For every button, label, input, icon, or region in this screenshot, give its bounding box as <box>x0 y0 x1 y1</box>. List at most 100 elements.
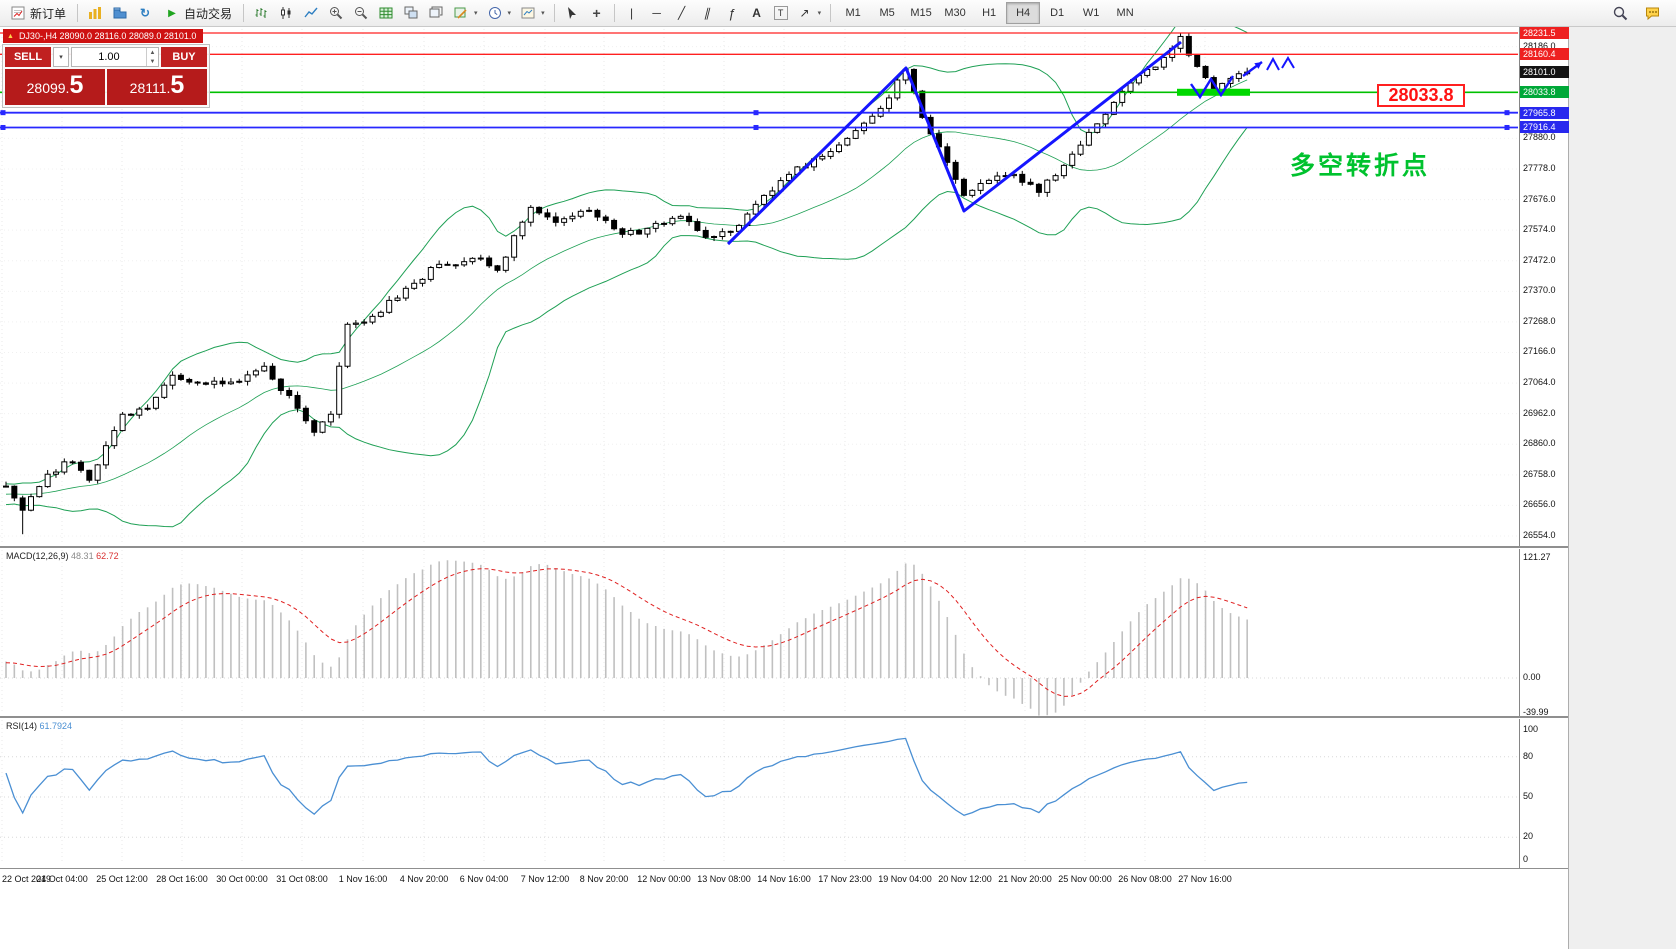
crosshair-button[interactable]: + <box>585 2 609 24</box>
cursor-button[interactable] <box>560 2 584 24</box>
cascade-windows-icon <box>428 6 444 21</box>
timeframe-d1[interactable]: D1 <box>1050 7 1065 19</box>
profiles-icon <box>112 6 128 21</box>
macd-value-main: 48.31 <box>71 551 94 561</box>
tile-windows-button[interactable] <box>399 2 423 24</box>
new-chart-button[interactable] <box>83 2 107 24</box>
timeframe-toolbar: M1 M5 M15 M30 H1 H4 D1 W1 MN <box>836 2 1142 24</box>
line-handle[interactable] <box>0 124 6 130</box>
objects-button[interactable]: ▾ <box>449 2 482 24</box>
axis-tick: 27676.0 <box>1523 193 1556 204</box>
text-tool-button[interactable]: A <box>745 2 769 24</box>
sell-price: 28099. <box>26 80 70 96</box>
line-handle[interactable] <box>0 110 6 116</box>
buy-price: 28111. <box>129 80 171 96</box>
macd-name: MACD(12,26,9) <box>6 551 69 561</box>
sell-button[interactable]: 28099. 5 <box>5 69 105 105</box>
axis-tick: 50 <box>1523 791 1534 801</box>
candles-layer <box>3 32 1251 535</box>
candlestick-chart-icon <box>278 6 294 21</box>
line-handle[interactable] <box>1504 110 1510 116</box>
line-handle[interactable] <box>753 124 759 130</box>
scribble-trendline[interactable] <box>1190 75 1235 100</box>
time-axis-label: 19 Nov 04:00 <box>878 874 932 884</box>
axis-tick: 26860.0 <box>1523 438 1556 449</box>
zoom-out-icon <box>353 6 369 21</box>
horizontal-line-tool-button[interactable]: ─ <box>645 2 669 24</box>
candlestick-chart-button[interactable] <box>274 2 298 24</box>
trendline-tool-button[interactable]: ╱ <box>670 2 694 24</box>
price-chip: 27916.4 <box>1520 121 1569 134</box>
axis-tick: 28186.0 <box>1523 40 1556 51</box>
periods-clock-button[interactable]: ▾ <box>483 2 516 24</box>
axis-tick: -39.99 <box>1523 707 1549 717</box>
zoom-in-icon <box>328 6 344 21</box>
buy-button[interactable]: 28111. 5 <box>107 69 207 105</box>
panel-separator[interactable] <box>0 546 1568 549</box>
timeframe-m15[interactable]: M15 <box>910 7 932 19</box>
buy-mode-button[interactable]: BUY <box>161 47 207 67</box>
arrows-tool-button[interactable]: ↗ ▾ <box>793 2 826 24</box>
line-chart-button[interactable] <box>299 2 323 24</box>
time-axis-label: 30 Oct 00:00 <box>216 874 268 884</box>
chart-ohlc-bar: ▲ DJ30-,H4 28090.0 28116.0 28089.0 28101… <box>3 29 204 43</box>
toolbar-separator <box>830 4 832 22</box>
price-scale[interactable]: 28186.0 27880.0 27778.0 27676.0 27574.0 27472… <box>1519 27 1569 890</box>
symbols-grid-button[interactable] <box>374 2 398 24</box>
time-axis-label: 4 Nov 20:00 <box>399 874 449 884</box>
bar-chart-button[interactable] <box>249 2 273 24</box>
time-axis-label: 21 Nov 20:00 <box>998 874 1052 884</box>
price-level-label[interactable]: 28033.8 <box>1377 84 1465 107</box>
profiles-button[interactable] <box>108 2 132 24</box>
caret-mark[interactable] <box>1281 56 1295 69</box>
timeframe-m5[interactable]: M5 <box>879 7 895 19</box>
channel-tool-button[interactable]: ∥ <box>695 2 719 24</box>
sell-mode-button[interactable]: SELL <box>5 47 51 67</box>
time-scale[interactable]: 22 Oct 2019 24 Oct 04:00 25 Oct 12:00 28 Oc… <box>0 868 1568 949</box>
axis-tick: 27472.0 <box>1523 254 1556 265</box>
timeframe-m1[interactable]: M1 <box>845 7 861 19</box>
line-handle[interactable] <box>1504 124 1510 130</box>
axis-tick: 121.27 <box>1523 552 1551 562</box>
timeframe-m30[interactable]: M30 <box>944 7 966 19</box>
time-axis-label: 14 Nov 16:00 <box>757 874 811 884</box>
refresh-button[interactable]: ↻ <box>133 2 157 24</box>
annotation-text[interactable]: 多空转折点 <box>1290 152 1431 180</box>
clock-icon <box>487 6 503 21</box>
search-button[interactable] <box>1608 2 1632 24</box>
price-chart-canvas[interactable] <box>0 27 1519 890</box>
fibonacci-tool-button[interactable]: ƒ <box>720 2 744 24</box>
autotrading-button[interactable]: ▶ 自动交易 <box>158 2 238 24</box>
axis-tick: 26758.0 <box>1523 468 1556 479</box>
zoom-out-button[interactable] <box>349 2 373 24</box>
new-order-label: 新订单 <box>30 6 67 21</box>
order-type-dropdown[interactable]: ▾ <box>53 47 69 67</box>
label-tool-button[interactable]: T <box>770 2 792 24</box>
symbols-grid-icon <box>378 6 394 21</box>
price-chip: 28033.8 <box>1520 86 1569 99</box>
new-order-button[interactable]: 新订单 <box>4 2 72 24</box>
axis-tick: 27064.0 <box>1523 377 1556 388</box>
vertical-line-tool-button[interactable]: | <box>620 2 644 24</box>
chat-button[interactable] <box>1640 2 1664 24</box>
volume-input[interactable] <box>72 48 146 66</box>
line-handle[interactable] <box>753 110 759 116</box>
templates-button[interactable]: ▾ <box>516 2 549 24</box>
macd-indicator-label: MACD(12,26,9) 48.31 62.72 <box>6 551 119 561</box>
zigzag-trendline[interactable] <box>726 40 1182 246</box>
zoom-in-button[interactable] <box>324 2 348 24</box>
cascade-windows-button[interactable] <box>424 2 448 24</box>
timeframe-h4[interactable]: H4 <box>1006 2 1041 24</box>
timeframe-mn[interactable]: MN <box>1116 7 1134 19</box>
timeframe-w1[interactable]: W1 <box>1082 7 1100 19</box>
arrows-icon: ↗ <box>799 6 810 20</box>
highlight-band[interactable] <box>1177 88 1250 96</box>
timeframe-h1[interactable]: H1 <box>982 7 997 19</box>
volume-increase-button[interactable]: ▲ <box>149 49 156 56</box>
panel-separator[interactable] <box>0 716 1568 719</box>
caret-mark[interactable] <box>1266 56 1280 71</box>
volume-decrease-button[interactable]: ▼ <box>149 58 156 65</box>
time-axis-label: 26 Nov 08:00 <box>1118 874 1172 884</box>
rsi-indicator-label: RSI(14) 61.7924 <box>6 721 72 731</box>
bar-chart-icon <box>253 6 269 21</box>
